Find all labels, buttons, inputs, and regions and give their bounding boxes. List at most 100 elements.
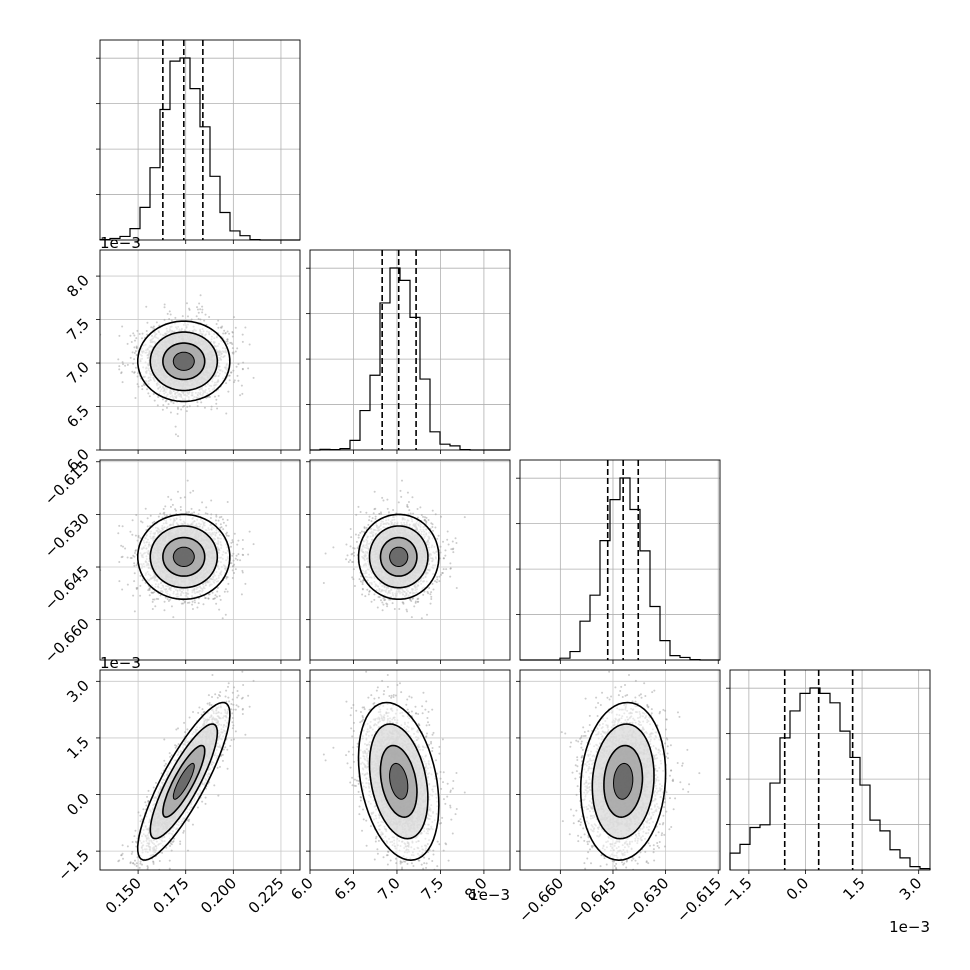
sample-point	[135, 347, 138, 350]
sample-point	[177, 435, 180, 438]
sample-point	[196, 405, 199, 408]
sample-point	[192, 489, 195, 492]
sample-point	[121, 525, 124, 528]
sample-point	[183, 405, 186, 408]
sample-point	[215, 515, 218, 518]
sample-point	[199, 308, 202, 311]
sample-point	[197, 317, 200, 320]
sample-point	[139, 520, 142, 523]
sample-point	[134, 396, 137, 399]
sample-point	[164, 596, 167, 599]
sample-point	[236, 558, 239, 561]
sample-point	[133, 610, 136, 613]
sample-point	[241, 569, 244, 572]
sample-point	[188, 405, 191, 408]
sample-point	[236, 374, 239, 377]
sample-point	[136, 539, 139, 542]
sample-point	[198, 302, 201, 305]
sample-point	[137, 372, 140, 375]
sample-point	[155, 597, 158, 600]
sample-point	[135, 564, 138, 567]
sample-point	[240, 384, 243, 387]
sample-point	[189, 491, 192, 494]
sample-point	[179, 496, 182, 499]
sample-point	[244, 326, 247, 329]
sample-point	[167, 495, 170, 498]
sample-point	[145, 305, 148, 308]
sample-point	[223, 329, 226, 332]
sample-point	[224, 588, 227, 591]
sample-point	[163, 600, 166, 603]
sample-point	[220, 515, 223, 518]
sample-point	[117, 532, 120, 535]
sample-point	[141, 579, 144, 582]
sample-point	[150, 326, 153, 329]
sample-point	[225, 524, 228, 527]
sample-point	[141, 384, 144, 387]
sample-point	[216, 586, 219, 589]
sample-point	[215, 402, 218, 405]
sample-point	[215, 398, 218, 401]
sample-point	[242, 361, 245, 364]
sample-point	[122, 363, 125, 366]
sample-point	[149, 514, 152, 517]
sample-point	[210, 408, 213, 411]
sample-point	[170, 605, 173, 608]
sample-point	[186, 479, 189, 482]
sample-point	[156, 404, 159, 407]
sample-point	[213, 395, 216, 398]
sample-point	[239, 394, 242, 397]
sample-point	[217, 519, 220, 522]
histogram-step	[99, 57, 300, 241]
sample-point	[139, 537, 142, 540]
histogram-step	[729, 687, 931, 870]
sample-point	[222, 521, 225, 524]
sample-point	[236, 543, 239, 546]
sample-point	[227, 534, 230, 537]
sample-point	[161, 398, 164, 401]
sample-point	[218, 608, 221, 611]
sample-point	[252, 376, 255, 379]
sample-point	[174, 316, 177, 319]
sample-point	[145, 329, 148, 332]
sample-point	[136, 383, 139, 386]
sample-point	[131, 519, 134, 522]
sample-point	[153, 399, 156, 402]
sample-point	[126, 583, 129, 586]
histogram-panel	[96, 39, 301, 241]
panel-content	[100, 460, 300, 660]
sample-point	[133, 552, 136, 555]
sample-point	[165, 406, 168, 409]
sample-point	[134, 549, 137, 552]
sample-point	[183, 496, 186, 499]
sample-point	[226, 330, 229, 333]
sample-point	[191, 607, 194, 610]
sample-point	[201, 501, 204, 504]
sample-point	[225, 412, 228, 415]
sample-point	[120, 544, 123, 547]
sample-point	[203, 406, 206, 409]
sample-point	[130, 556, 133, 559]
sample-point	[197, 311, 200, 314]
sample-point	[159, 512, 162, 515]
sample-point	[124, 364, 127, 367]
sample-point	[210, 499, 213, 502]
sample-point	[231, 335, 234, 338]
sample-point	[131, 351, 134, 354]
sample-point	[126, 556, 129, 559]
sample-point	[122, 545, 125, 548]
sample-point	[170, 498, 173, 501]
sample-point	[237, 379, 240, 382]
sample-point	[124, 547, 127, 550]
sample-point	[138, 332, 141, 335]
sample-point	[166, 598, 169, 601]
sample-point	[167, 403, 170, 406]
sample-point	[215, 602, 218, 605]
sample-point	[144, 507, 147, 510]
sample-point	[235, 365, 238, 368]
sample-point	[133, 572, 136, 575]
sample-point	[146, 525, 149, 528]
sample-point	[135, 354, 138, 357]
sample-point	[224, 331, 227, 334]
sample-point	[195, 315, 198, 318]
